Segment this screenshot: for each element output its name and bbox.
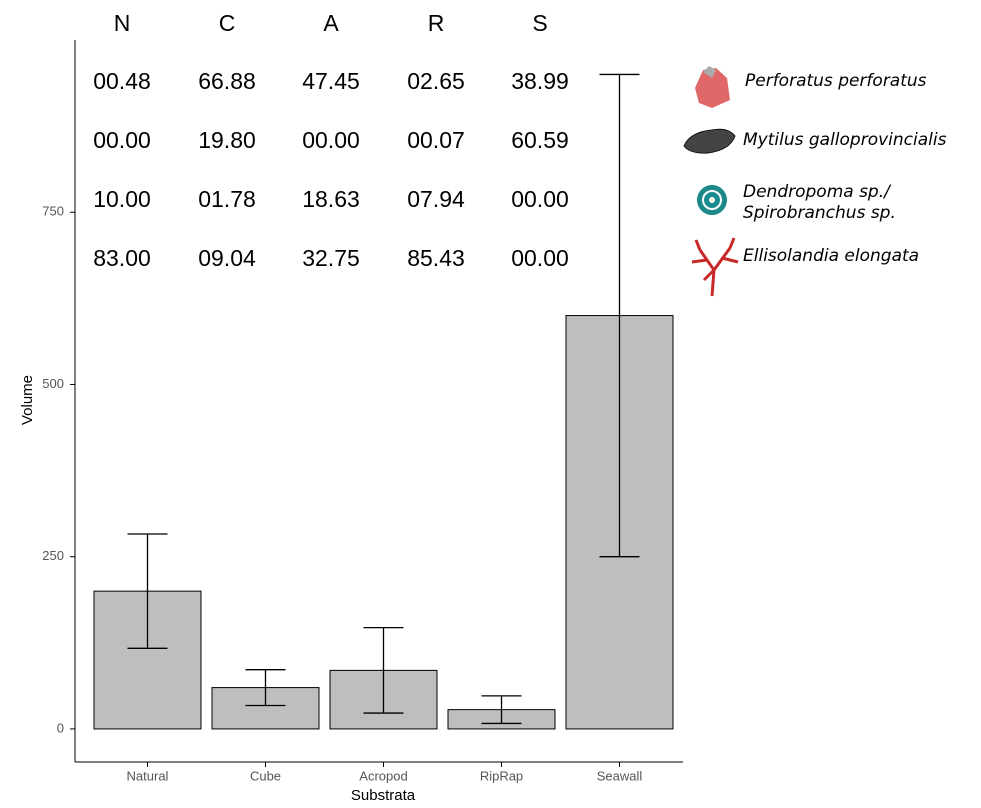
table-header: C	[219, 10, 236, 36]
legend-label: Spirobranchus sp.	[743, 203, 896, 223]
table-cell: 32.75	[302, 245, 360, 271]
y-tick-label: 500	[42, 376, 64, 391]
table-cell: 07.94	[407, 186, 465, 212]
x-tick-label: Cube	[250, 768, 281, 783]
y-tick-label: 750	[42, 204, 64, 219]
x-tick-label: Seawall	[597, 768, 643, 783]
table-cell: 00.00	[93, 127, 151, 153]
table-header: R	[428, 10, 445, 36]
y-tick-label: 250	[42, 548, 64, 563]
table-cell: 00.00	[302, 127, 360, 153]
table-header: A	[323, 10, 339, 36]
x-axis-label: Substrata	[351, 787, 416, 803]
x-tick-label: RipRap	[480, 768, 523, 783]
y-axis-label: Volume	[19, 375, 36, 425]
legend-icons	[684, 66, 738, 296]
y-tick-label: 0	[57, 720, 64, 735]
table-cell: 38.99	[511, 68, 569, 94]
table-cell: 01.78	[198, 186, 256, 212]
table-cell: 10.00	[93, 186, 151, 212]
table-cell: 85.43	[407, 245, 465, 271]
table-cell: 47.45	[302, 68, 360, 94]
table-cell: 19.80	[198, 127, 256, 153]
table-cell: 00.48	[93, 68, 151, 94]
table-cell: 00.00	[511, 245, 569, 271]
legend-label: Dendropoma sp./	[743, 182, 892, 202]
x-tick-label: Natural	[127, 768, 169, 783]
icon-coral	[692, 238, 738, 296]
table-cell: 83.00	[93, 245, 151, 271]
table-cell: 18.63	[302, 186, 360, 212]
icon-mussel	[684, 129, 735, 153]
legend-label: Perforatus perforatus	[745, 71, 927, 91]
table-header: S	[532, 10, 547, 36]
table-cell: 09.04	[198, 245, 256, 271]
icon-worm-center	[709, 197, 715, 203]
table-header: N	[114, 10, 131, 36]
table-cell: 00.00	[511, 186, 569, 212]
legend-label: Mytilus galloprovincialis	[743, 130, 947, 150]
x-tick-label: Acropod	[359, 768, 407, 783]
table-cell: 00.07	[407, 127, 465, 153]
table-cell: 66.88	[198, 68, 256, 94]
legend-label: Ellisolandia elongata	[743, 246, 919, 266]
chart: Volume Substrata 0 250 500 750 Natural Cube Ac…	[0, 0, 981, 803]
table-cell: 60.59	[511, 127, 569, 153]
table-cell: 02.65	[407, 68, 465, 94]
